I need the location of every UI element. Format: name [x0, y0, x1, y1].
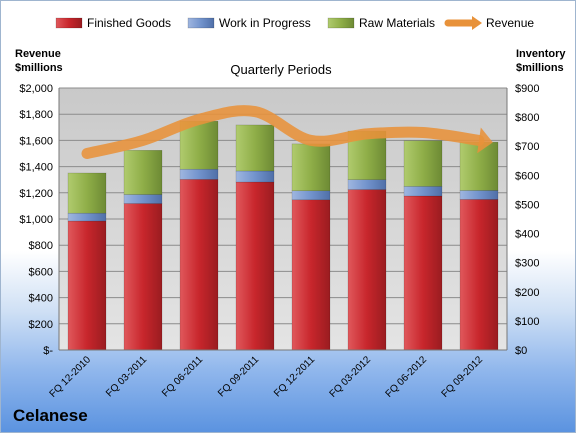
legend-label: Finished Goods: [87, 16, 171, 30]
legend-arrow-revenue: [472, 16, 482, 30]
right-axis-label-line2: $millions: [516, 62, 564, 74]
left-tick-label: $1,200: [19, 188, 53, 200]
chart-title: Quarterly Periods: [230, 62, 332, 77]
x-tick-label: FQ 09-2012: [440, 354, 486, 400]
left-tick-label: $1,400: [19, 162, 53, 174]
left-tick-label: $-: [43, 345, 53, 357]
bar-work-in-progress: [347, 179, 387, 190]
bar-finished-goods: [347, 189, 387, 351]
x-tick-label: FQ 12-2010: [48, 354, 94, 400]
left-tick-label: $400: [29, 293, 53, 305]
bar-raw-materials: [403, 140, 443, 187]
bar-work-in-progress: [123, 194, 163, 204]
left-tick-label: $2,000: [19, 83, 53, 95]
x-tick-label: FQ 06-2011: [160, 354, 205, 399]
legend-label: Revenue: [486, 16, 534, 30]
right-tick-label: $900: [515, 83, 539, 95]
legend-label: Raw Materials: [359, 16, 435, 30]
bar-work-in-progress: [291, 190, 331, 201]
bar-work-in-progress: [235, 170, 275, 183]
bar-raw-materials: [235, 124, 275, 172]
bar-finished-goods: [67, 220, 107, 351]
revenue-line-path: [81, 105, 485, 159]
right-axis-label-line1: Inventory: [516, 48, 566, 60]
legend: Finished Goods Work in Progress Raw Materi…: [55, 16, 534, 30]
left-axis-label-line1: Revenue: [15, 48, 61, 60]
revenue-line: [81, 105, 493, 159]
right-tick-label: $800: [515, 112, 539, 124]
bar-raw-materials: [291, 143, 331, 192]
bar-finished-goods: [403, 195, 443, 351]
legend-swatch-finished-goods: [55, 17, 83, 29]
x-tick-label: FQ 12-2011: [272, 354, 317, 399]
left-tick-label: $1,600: [19, 135, 53, 147]
bar-finished-goods: [291, 199, 331, 351]
right-tick-label: $500: [515, 199, 539, 211]
right-tick-label: $400: [515, 229, 539, 241]
bar-work-in-progress: [459, 190, 499, 200]
x-tick-label: FQ 06-2012: [384, 354, 430, 400]
bars: [67, 120, 499, 351]
bar-work-in-progress: [403, 186, 443, 197]
company-name: Celanese: [13, 406, 88, 425]
right-tick-label: $100: [515, 316, 539, 328]
right-tick-label: $600: [515, 170, 539, 182]
x-tick-label: FQ 09-2011: [216, 354, 261, 399]
bar-work-in-progress: [179, 168, 219, 180]
legend-swatch-work-in-progress: [187, 17, 215, 29]
bar-work-in-progress: [67, 212, 107, 222]
right-tick-label: $700: [515, 141, 539, 153]
revenue-arrowhead: [477, 127, 493, 154]
bar-raw-materials: [67, 172, 107, 214]
left-tick-label: $800: [29, 240, 53, 252]
left-axis-label-line2: $millions: [15, 62, 63, 74]
left-tick-label: $1,000: [19, 214, 53, 226]
legend-swatch-raw-materials: [327, 17, 355, 29]
legend-label: Work in Progress: [219, 16, 311, 30]
bar-finished-goods: [235, 181, 275, 351]
bar-finished-goods: [179, 179, 219, 351]
bar-finished-goods: [459, 199, 499, 351]
right-tick-label: $300: [515, 258, 539, 270]
left-tick-label: $1,800: [19, 109, 53, 121]
bar-finished-goods: [123, 203, 163, 351]
right-tick-label: $200: [515, 287, 539, 299]
x-tick-label: FQ 03-2012: [328, 354, 374, 400]
bar-raw-materials: [123, 150, 163, 195]
left-tick-label: $200: [29, 319, 53, 331]
left-tick-label: $600: [29, 266, 53, 278]
x-tick-label: FQ 03-2011: [104, 354, 149, 399]
right-tick-label: $0: [515, 345, 527, 357]
